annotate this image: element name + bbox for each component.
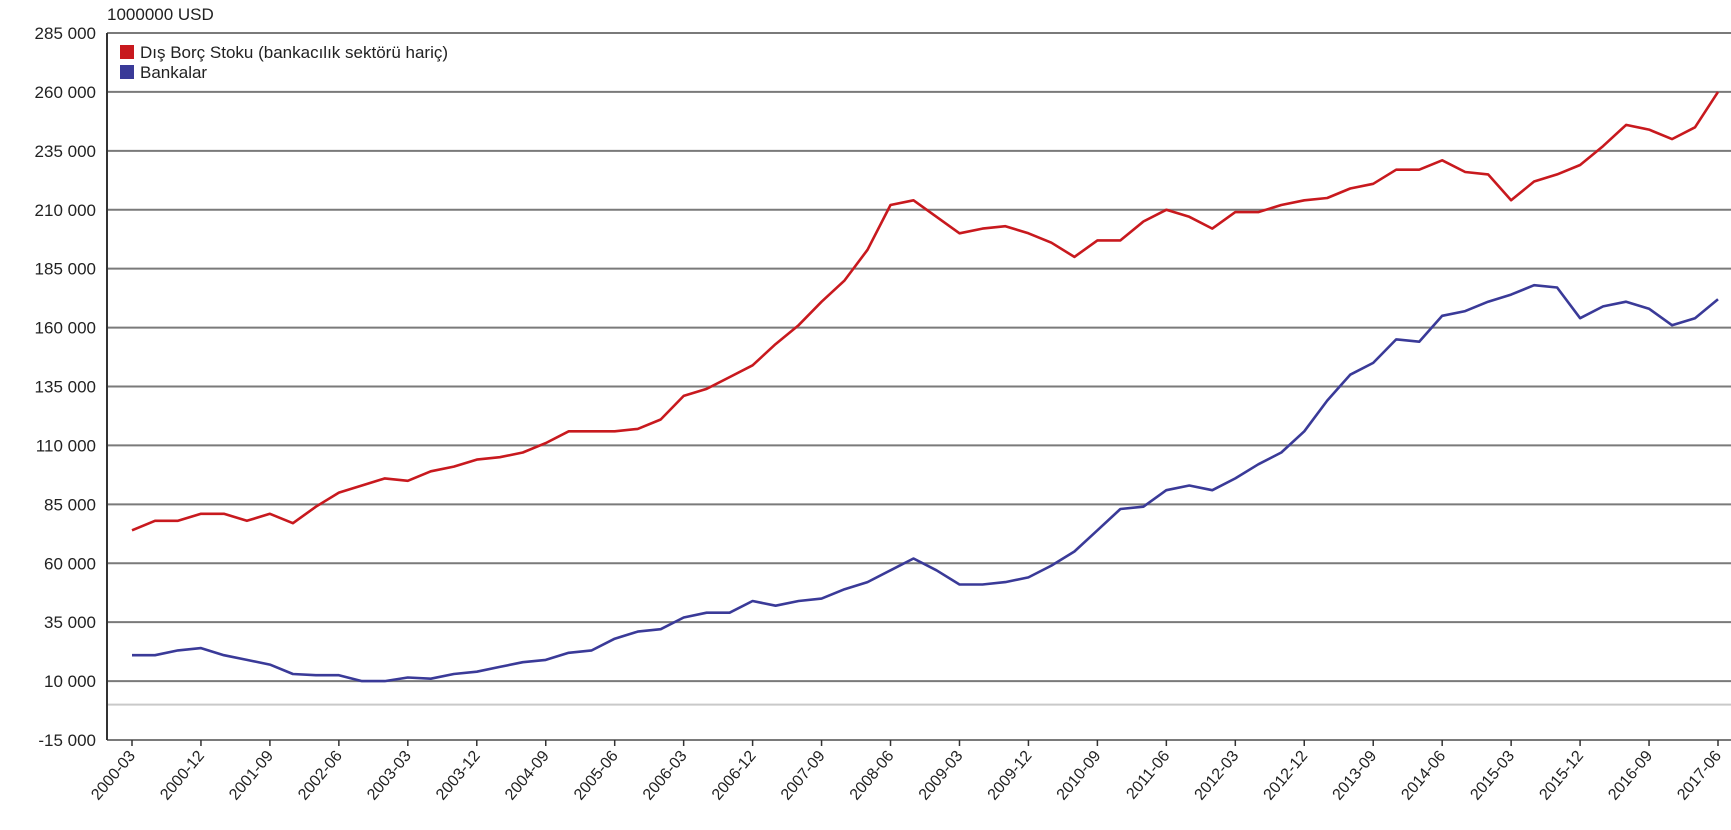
y-tick-label: 260 000 <box>35 83 96 102</box>
y-tick-label: 60 000 <box>44 554 96 573</box>
x-tick-label: 2003-12 <box>433 748 484 804</box>
series-line-dis-borc-stoku <box>131 91 1720 532</box>
x-tick-label: 2012-12 <box>1261 748 1312 804</box>
series-line-bankalar <box>132 283 1719 683</box>
x-tick-label: 2000-12 <box>157 748 208 804</box>
y-tick-label: 185 000 <box>35 260 96 279</box>
x-tick-label: 2002-06 <box>295 748 346 804</box>
x-tick-label: 2004-09 <box>502 748 553 804</box>
x-tick-label: 2010-09 <box>1054 748 1105 804</box>
y-tick-label: 35 000 <box>44 613 96 632</box>
legend-label: Bankalar <box>140 63 207 82</box>
y-tick-label: 85 000 <box>44 495 96 514</box>
x-tick-label: 2001-09 <box>226 748 277 804</box>
legend-label: Dış Borç Stoku (bankacılık sektörü hariç… <box>140 43 448 62</box>
legend-swatch <box>120 45 134 59</box>
y-tick-label: 160 000 <box>35 319 96 338</box>
grid-lines <box>106 32 1731 741</box>
x-tick-label: 2015-03 <box>1467 748 1518 804</box>
x-tick-label: 2014-06 <box>1398 748 1449 804</box>
y-axis-unit-label: 1000000 USD <box>107 5 214 24</box>
y-tick-label: 210 000 <box>35 201 96 220</box>
x-tick-label: 2006-03 <box>640 748 691 804</box>
y-tick-label: 285 000 <box>35 24 96 43</box>
legend-swatch <box>120 65 134 79</box>
y-tick-label: -15 000 <box>38 731 96 750</box>
x-tick-label: 2009-03 <box>916 748 967 804</box>
x-tick-label: 2012-03 <box>1192 748 1243 804</box>
x-tick-label: 2006-12 <box>709 748 760 804</box>
x-tick-label: 2003-03 <box>364 748 415 804</box>
series-lines <box>131 91 1720 683</box>
y-tick-label: 110 000 <box>36 436 96 455</box>
x-tick-label: 2007-09 <box>778 748 829 804</box>
y-tick-label: 10 000 <box>44 672 96 691</box>
x-tick-label: 2005-06 <box>571 748 622 804</box>
x-tick-label: 2013-09 <box>1330 748 1381 804</box>
x-axis-tick-labels: 2000-03 2000-12 2001-09 2002-06 2003-03 2003-… <box>88 740 1725 804</box>
x-tick-label: 2017-06 <box>1674 748 1725 804</box>
x-tick-label: 2009-12 <box>985 748 1036 804</box>
x-tick-label: 2015-12 <box>1536 748 1587 804</box>
legend: Dış Borç Stoku (bankacılık sektörü hariç… <box>120 43 448 82</box>
x-tick-label: 2011-06 <box>1123 748 1173 803</box>
y-tick-label: 235 000 <box>35 142 96 161</box>
x-tick-label: 2008-06 <box>847 748 898 804</box>
y-tick-label: 135 000 <box>35 378 96 397</box>
x-tick-label: 2000-03 <box>88 748 139 804</box>
x-tick-label: 2016-09 <box>1605 748 1656 804</box>
y-axis-tick-labels: -15 000 10 000 35 000 60 000 85 000 110 000 13… <box>35 24 96 750</box>
